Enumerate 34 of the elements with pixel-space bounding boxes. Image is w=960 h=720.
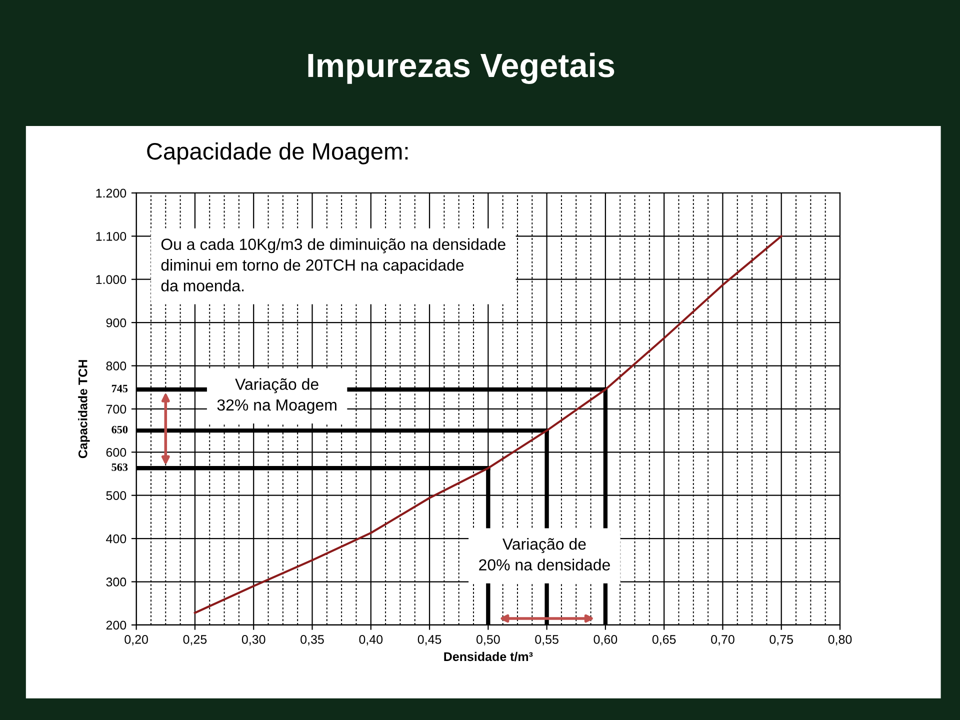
x-tick-label: 0,60 (594, 635, 618, 646)
x-tick-label: 0,20 (124, 635, 148, 646)
annotation: Variação de 32% na Moagem (217, 378, 336, 414)
annotation: Variação de 20% na densidade (479, 538, 610, 570)
y-tick-label: 800 (106, 362, 126, 370)
y-tick-label: 900 (106, 318, 126, 328)
y-axis-title: Capacidade TCH (78, 360, 90, 458)
x-tick-label: 0,75 (770, 635, 793, 646)
ref-line-label: 745 (112, 384, 128, 392)
x-tick-label: 0,45 (418, 635, 442, 646)
y-tick-label: 300 (106, 578, 126, 586)
chart-subtitle: Capacidade de Moagem: (147, 142, 408, 164)
y-tick-label: 1.000 (96, 275, 126, 284)
chart-title: Impurezas Vegetais (308, 52, 614, 84)
y-tick-label: 1.100 (96, 232, 126, 241)
x-tick-label: 0,80 (828, 635, 852, 646)
annotation: Ou a cada 10Kg/m3 de diminuição na densidade diminui em torno de 20TCH na capacidade da moenda. (161, 238, 506, 292)
y-tick-label: 700 (106, 404, 126, 414)
ref-line-label: 650 (112, 426, 128, 434)
y-tick-label: 200 (106, 620, 126, 630)
x-tick-label: 0,40 (359, 635, 383, 646)
ref-line-label: 563 (112, 463, 128, 471)
x-tick-label: 0,35 (300, 635, 324, 646)
y-tick-label: 1.200 (96, 188, 126, 198)
x-tick-label: 0,55 (535, 635, 558, 646)
y-tick-label: 400 (106, 534, 126, 544)
y-tick-label: 600 (106, 448, 126, 457)
x-tick-label: 0,30 (242, 635, 266, 646)
x-axis-title: Densidade t/m³ (444, 652, 533, 662)
x-tick-label: 0,50 (476, 635, 500, 646)
x-tick-label: 0,70 (711, 635, 734, 646)
x-tick-label: 0,65 (652, 635, 676, 646)
x-tick-label: 0,25 (183, 635, 207, 646)
y-tick-label: 500 (106, 491, 126, 500)
